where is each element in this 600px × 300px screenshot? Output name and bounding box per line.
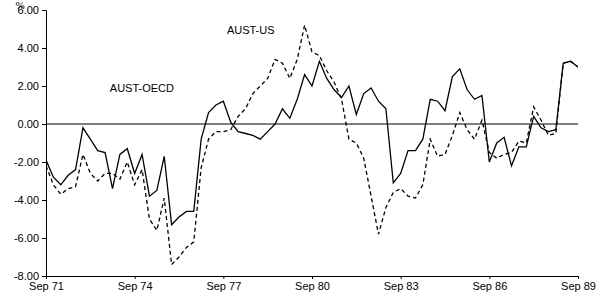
x-tick-mark [401, 276, 402, 279]
series-label: AUST-OECD [110, 82, 174, 94]
y-tick-mark [42, 276, 46, 277]
x-tick-label: Sep 74 [118, 280, 153, 292]
plot: -8.00-6.00-4.00-2.000.002.004.006.00Sep … [14, 4, 596, 292]
y-tick-label: -4.00 [14, 194, 39, 206]
y-tick-label: 2.00 [18, 80, 39, 92]
x-tick: Sep 71 [29, 276, 64, 292]
y-tick: 4.00 [18, 42, 46, 54]
x-tick: Sep 74 [118, 276, 153, 292]
lines [46, 25, 578, 264]
series-line [46, 25, 578, 264]
x-axis-line [47, 277, 579, 280]
y-tick-mark [42, 86, 46, 87]
x-tick: Sep 89 [561, 276, 596, 292]
x-tick-mark [135, 276, 136, 279]
y-tick: -4.00 [14, 194, 46, 206]
x-tick-mark [312, 276, 313, 279]
y-tick-mark [42, 48, 46, 49]
y-axis-title: % [15, 0, 24, 11]
x-tick-mark [489, 276, 490, 279]
y-tick-mark [42, 200, 46, 201]
x-tick-label: Sep 86 [472, 280, 507, 292]
x-axis: Sep 71 Sep 74 Sep 77 Sep 80 Sep 83 Sep 86 Sep … [29, 276, 596, 292]
y-tick-label: -6.00 [14, 232, 39, 244]
y-tick-mark [42, 124, 46, 125]
y-tick-mark [42, 238, 46, 239]
zero-line [46, 124, 578, 125]
x-tick-mark [223, 276, 224, 279]
x-tick-mark [46, 276, 47, 279]
x-tick-label: Sep 80 [295, 280, 330, 292]
x-tick-label: Sep 89 [561, 280, 596, 292]
series-label: AUST-US [227, 24, 275, 36]
x-tick: Sep 77 [206, 276, 241, 292]
chart: -8.00-6.00-4.00-2.000.002.004.006.00Sep … [0, 0, 600, 300]
x-tick: Sep 83 [384, 276, 419, 292]
x-tick: Sep 86 [472, 276, 507, 292]
x-tick-label: Sep 83 [384, 280, 419, 292]
y-tick: -6.00 [14, 232, 46, 244]
y-tick: -2.00 [14, 156, 46, 168]
y-tick: 0.00 [18, 118, 46, 130]
y-tick-label: -2.00 [14, 156, 39, 168]
x-tick-mark [578, 276, 579, 279]
y-tick-mark [42, 10, 46, 11]
series-line [46, 61, 578, 224]
y-axis: -8.00-6.00-4.00-2.000.002.004.006.00 [14, 4, 47, 282]
y-axis-line [42, 11, 47, 277]
y-tick-label: 4.00 [18, 42, 39, 54]
x-tick: Sep 80 [295, 276, 330, 292]
x-tick-label: Sep 77 [206, 280, 241, 292]
x-tick-label: Sep 71 [29, 280, 64, 292]
y-tick: 2.00 [18, 80, 46, 92]
y-tick-label: 0.00 [18, 118, 39, 130]
y-tick-mark [42, 162, 46, 163]
